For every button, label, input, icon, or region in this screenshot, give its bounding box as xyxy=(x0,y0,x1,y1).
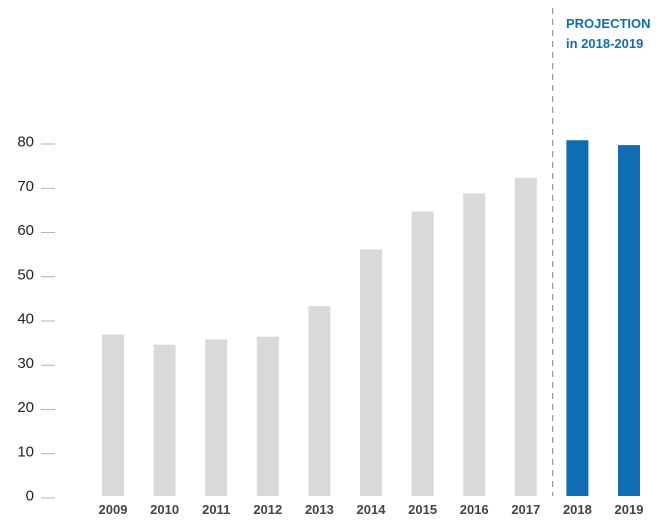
y-tick-label: 70 xyxy=(17,178,34,195)
projection-label-line1: PROJECTION xyxy=(566,16,651,31)
bar xyxy=(360,249,382,496)
bar xyxy=(411,211,434,496)
y-tick-label: 10 xyxy=(17,443,34,460)
projection-label-line2: in 2018-2019 xyxy=(566,36,643,51)
bar xyxy=(463,193,486,496)
bar xyxy=(308,306,331,496)
y-tick-label: 80 xyxy=(17,134,34,151)
x-tick-label: 2012 xyxy=(253,502,282,517)
y-axis: 0 10 20 30 40 50 60 70 80 xyxy=(17,134,55,505)
y-tick-label: 50 xyxy=(17,266,34,283)
y-tick-label: 40 xyxy=(17,311,34,328)
bar xyxy=(256,336,279,496)
x-tick-label: 2015 xyxy=(408,502,437,517)
x-tick-label: 2013 xyxy=(305,502,334,517)
x-tick-label: 2019 xyxy=(615,502,644,517)
y-tick-label: 0 xyxy=(26,488,34,505)
x-tick-label: 2016 xyxy=(460,502,489,517)
x-tick-label: 2009 xyxy=(99,502,128,517)
y-tick-label: 60 xyxy=(17,222,34,239)
bar-projection xyxy=(566,140,589,497)
bar-projection xyxy=(618,145,640,496)
x-tick-label: 2010 xyxy=(150,502,179,517)
bars xyxy=(102,140,640,497)
y-tick-label: 30 xyxy=(17,355,34,372)
x-tick-label: 2017 xyxy=(511,502,540,517)
bar xyxy=(153,344,176,496)
bar xyxy=(514,177,537,496)
x-tick-label: 2011 xyxy=(202,502,230,517)
bar xyxy=(102,334,124,496)
x-axis: 2009 2010 2011 2012 2013 2014 2015 2016 2017 2018… xyxy=(99,502,644,517)
y-tick-label: 20 xyxy=(17,399,34,416)
x-tick-label: 2018 xyxy=(563,502,592,517)
bar xyxy=(205,339,228,496)
x-tick-label: 2014 xyxy=(357,502,387,517)
